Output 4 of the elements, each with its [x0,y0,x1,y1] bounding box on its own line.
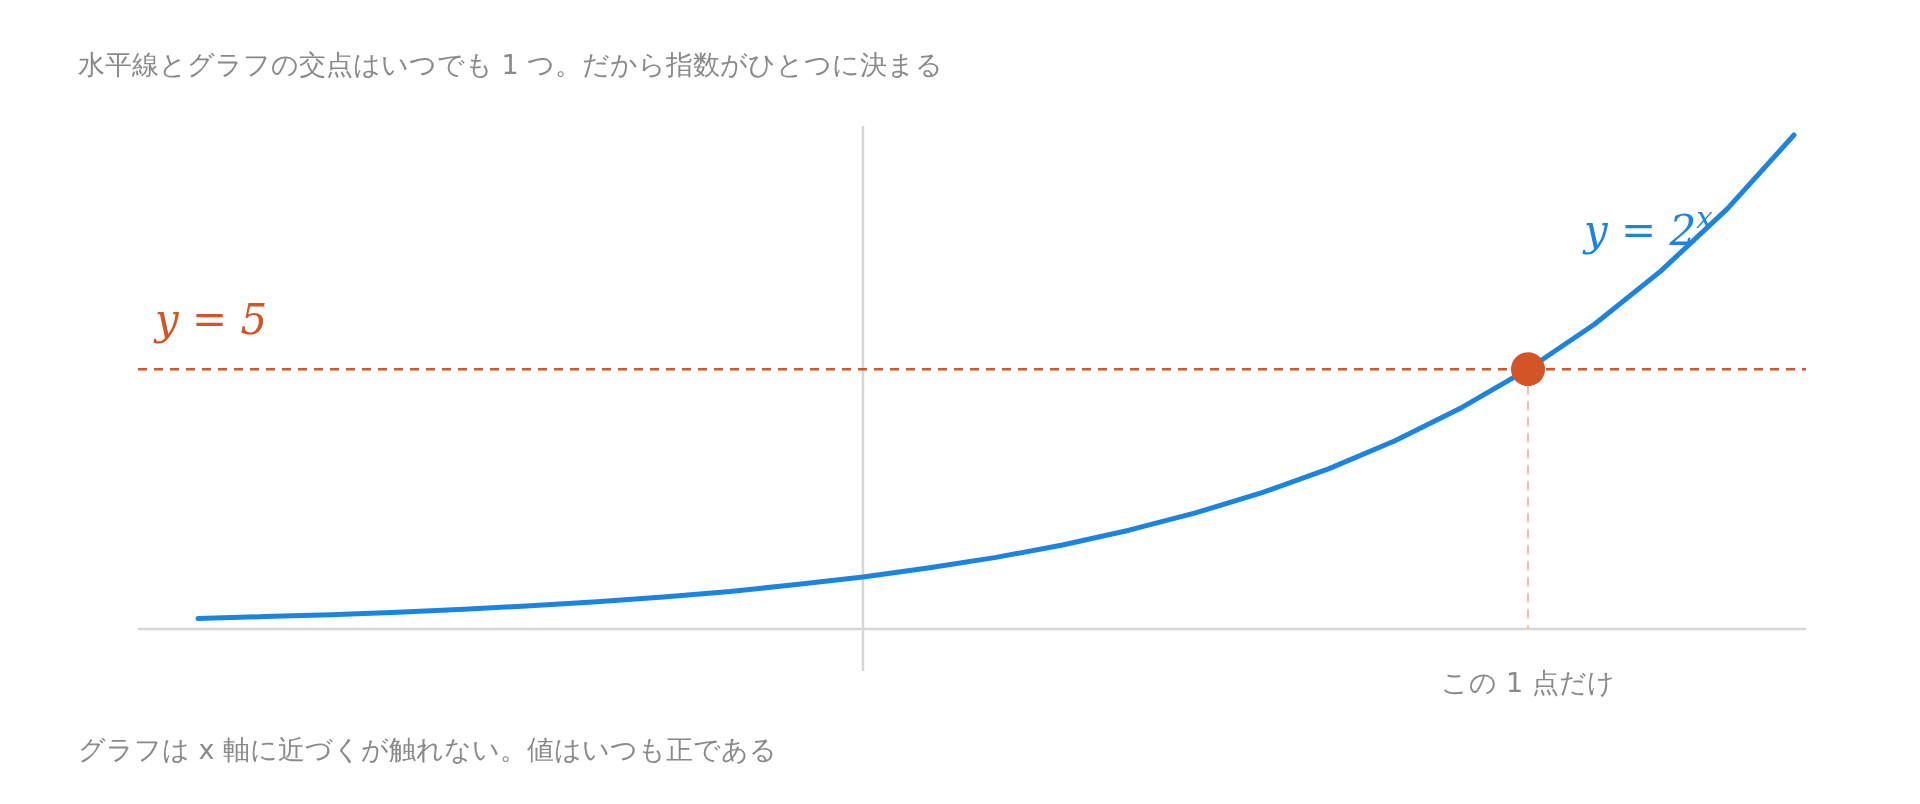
annotation: y = 5 [153,295,268,345]
text: この 1 点だけ [1441,667,1615,698]
text: グラフは x 軸に近づくが触れない。値はいつも正である [78,734,778,765]
chart-title: 水平線とグラフの交点はいつでも 1 つ。だから指数がひとつに決まる [78,49,944,80]
